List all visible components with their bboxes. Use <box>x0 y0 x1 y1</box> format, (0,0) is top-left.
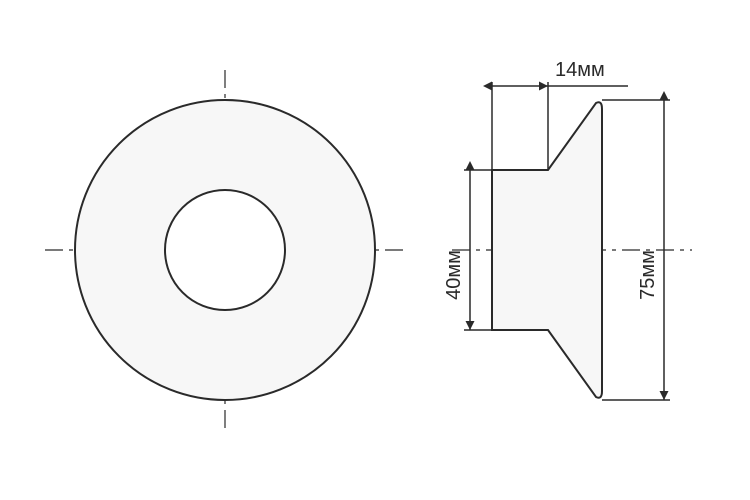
section-view <box>452 102 692 398</box>
cone-profile <box>492 102 602 398</box>
inner-circle <box>165 190 285 310</box>
dimension-label: 75мм <box>637 250 659 300</box>
front-view <box>45 70 405 430</box>
dimension-label: 40мм <box>443 250 465 300</box>
dimension-label: 14мм <box>555 59 605 81</box>
